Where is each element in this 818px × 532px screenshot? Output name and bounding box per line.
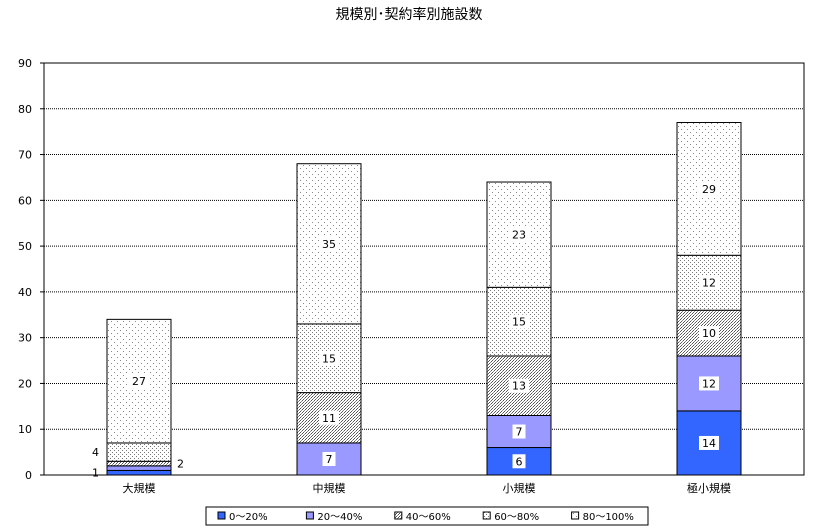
- data-label: 14: [702, 437, 716, 450]
- chart-title: 規模別･契約率別施設数: [336, 6, 483, 23]
- x-axis: 大規模 中規模 小規模 極小規模: [123, 481, 732, 495]
- legend-label: 60～80%: [494, 512, 539, 523]
- bar-segment: [106, 442, 172, 462]
- data-label: 15: [322, 352, 336, 365]
- y-tick-label: 60: [18, 194, 32, 207]
- data-label: 27: [132, 375, 146, 388]
- x-category-label: 大規模: [123, 481, 156, 495]
- data-label: 35: [322, 238, 336, 251]
- y-tick-label: 90: [18, 57, 32, 70]
- legend-swatch: [217, 511, 226, 520]
- data-label-box: [509, 378, 529, 393]
- legend-box: [205, 506, 649, 526]
- x-category-label: 中規模: [313, 481, 346, 495]
- data-label-box: [319, 236, 339, 251]
- data-label: 23: [512, 229, 526, 242]
- legend: 0～20% 20～40% 40～60% 60～80% 80～100%: [205, 506, 649, 526]
- data-label: 12: [702, 377, 716, 390]
- data-label: 15: [512, 316, 526, 329]
- y-tick-label: 30: [18, 332, 32, 345]
- data-label-box: [509, 227, 529, 242]
- legend-label: 80～100%: [583, 512, 634, 523]
- y-tick-label: 20: [18, 377, 32, 390]
- bar-segment: [106, 465, 172, 471]
- data-label-box: [512, 454, 526, 469]
- legend-label: 20～40%: [317, 512, 362, 523]
- legend-label: 40～60%: [406, 512, 451, 523]
- data-label-box: [319, 410, 339, 425]
- data-label: 2: [177, 458, 184, 471]
- data-label-box: [512, 424, 526, 439]
- data-label-box: [322, 451, 336, 466]
- data-label-box: [699, 435, 719, 450]
- data-label: 29: [702, 183, 716, 196]
- x-category-label: 小規模: [503, 481, 536, 495]
- bar-segment: [106, 469, 172, 476]
- y-tick-label: 10: [18, 423, 32, 436]
- y-tick-label: 50: [18, 240, 32, 253]
- data-label: 12: [702, 277, 716, 290]
- data-label: 7: [326, 453, 333, 466]
- x-category-label: 極小規模: [687, 481, 731, 495]
- data-label: 11: [322, 412, 336, 425]
- bar-segment: [106, 460, 172, 467]
- bar-segment: [676, 254, 742, 311]
- data-label-box: [699, 326, 719, 341]
- y-tick-label: 70: [18, 149, 32, 162]
- y-tick-label: 80: [18, 103, 32, 116]
- data-label-box: [699, 376, 719, 391]
- data-label: 13: [512, 380, 526, 393]
- y-axis: 0 10 20 30 40 50 60 70 80 90: [18, 57, 44, 482]
- data-label-box: [129, 374, 149, 389]
- data-label: 7: [516, 426, 523, 439]
- data-label: 10: [702, 327, 716, 340]
- legend-swatch: [571, 511, 580, 520]
- data-label-box: [699, 181, 719, 196]
- data-label-box: [509, 314, 529, 329]
- y-tick-label: 40: [18, 286, 32, 299]
- data-label: 1: [92, 467, 99, 480]
- legend-swatch: [394, 511, 403, 520]
- legend-label: 0～20%: [229, 512, 268, 523]
- legend-swatch: [482, 511, 491, 520]
- y-tick-label: 0: [25, 469, 32, 482]
- data-label: 4: [92, 446, 99, 459]
- data-label-box: [699, 275, 719, 290]
- data-label: 6: [516, 455, 523, 468]
- legend-swatch: [305, 511, 314, 520]
- data-label-box: [319, 351, 339, 366]
